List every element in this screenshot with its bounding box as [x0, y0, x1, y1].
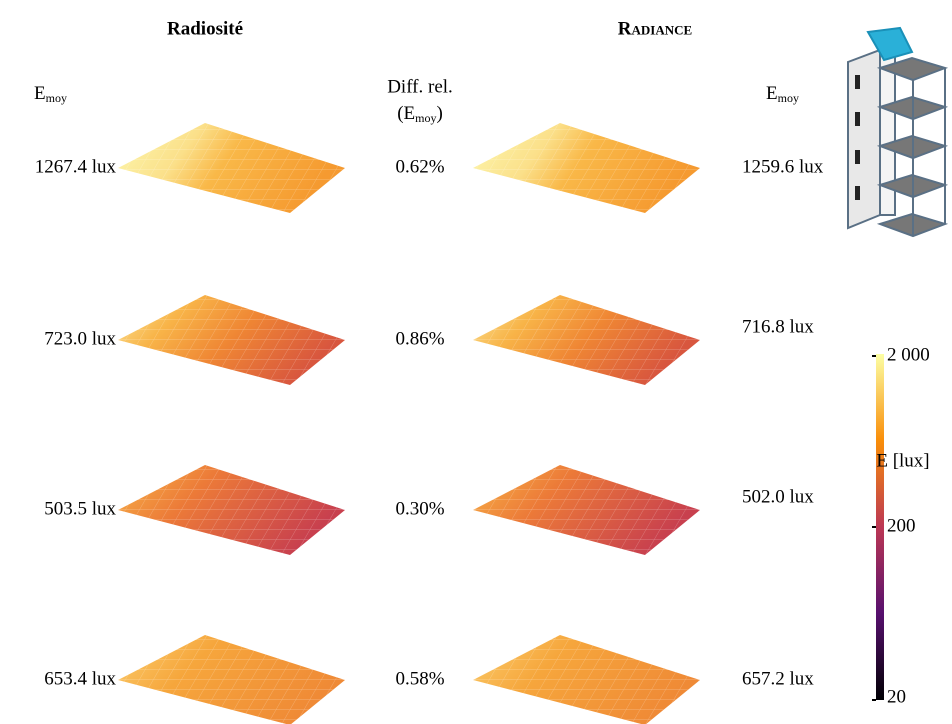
colorbar — [876, 354, 884, 700]
diff-value: 0.30% — [395, 498, 444, 519]
radiosity-value: 653.4 lux — [44, 668, 116, 689]
title-right: Radiance — [618, 18, 692, 39]
plane-grid — [118, 635, 345, 724]
radiance-value: 716.8 lux — [742, 316, 814, 337]
building — [847, 26, 949, 238]
diff-value: 0.86% — [395, 328, 444, 349]
colorbar-tick-label: 2 000 — [887, 344, 930, 365]
colorbar-tick-label: 20 — [887, 686, 906, 707]
col-label: Emoy — [34, 83, 67, 104]
diff-value: 0.62% — [395, 156, 444, 177]
radiance-value: 657.2 lux — [742, 668, 814, 689]
radiosity-value: 503.5 lux — [44, 498, 116, 519]
colorbar-title: E [lux] — [876, 450, 929, 471]
col-label: (Emoy) — [397, 103, 443, 124]
planes — [118, 123, 700, 724]
col-label: Emoy — [766, 83, 799, 104]
plane-grid — [473, 295, 700, 385]
radiosity-value: 1267.4 lux — [35, 156, 117, 177]
radiance-value: 502.0 lux — [742, 486, 814, 507]
diff-value: 0.58% — [395, 668, 444, 689]
sub: moy — [46, 91, 67, 105]
plane-grid — [473, 635, 700, 724]
paren: ) — [436, 103, 442, 124]
radiance-value: 1259.6 lux — [742, 156, 824, 177]
sub: moy — [415, 111, 436, 125]
e: E — [766, 83, 778, 104]
plane-grid — [118, 295, 345, 385]
plane-grid — [473, 123, 700, 213]
plane-grid — [118, 465, 345, 555]
title-left: Radiosité — [167, 18, 243, 39]
plane-grid — [118, 123, 345, 213]
colorbar-tick-label: 200 — [887, 515, 916, 536]
radiosity-value: 723.0 lux — [44, 328, 116, 349]
sub: moy — [778, 91, 799, 105]
e: E — [34, 83, 46, 104]
col-label: Diff. rel. — [387, 76, 453, 97]
plane-grid — [473, 465, 700, 555]
paren: (E — [397, 103, 415, 124]
